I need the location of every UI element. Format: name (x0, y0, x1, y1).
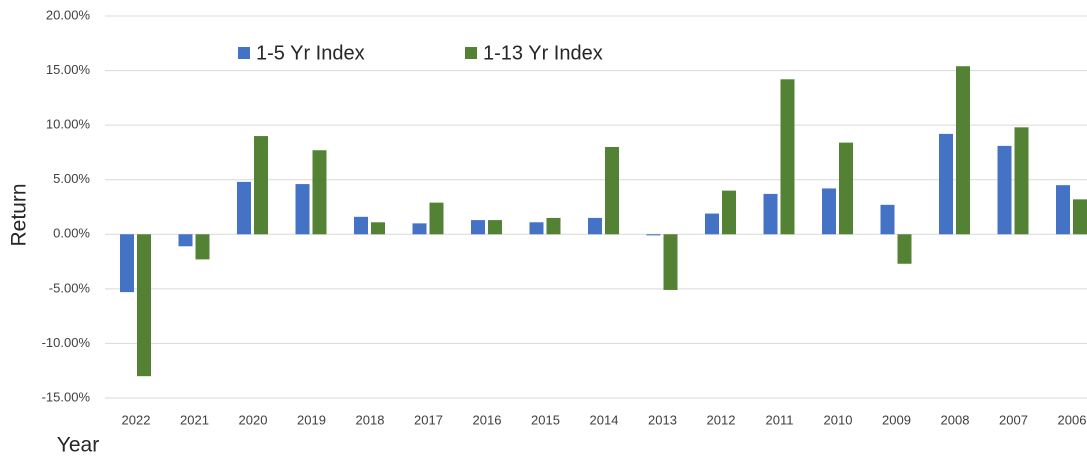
bar (939, 133, 953, 235)
x-tick-label: 2017 (414, 412, 443, 427)
legend-label: 1-5 Yr Index (256, 42, 365, 64)
bar (178, 234, 193, 247)
bar (237, 181, 251, 235)
legend-label: 1-13 Yr Index (483, 42, 603, 64)
x-tick-label: 2008 (941, 412, 970, 427)
bar (763, 193, 778, 235)
legend-swatch (238, 47, 250, 59)
x-tick-label: 2006 (1058, 412, 1087, 427)
x-tick-label: 2021 (180, 412, 209, 427)
y-tick-label: 20.00% (46, 7, 91, 22)
y-axis-title: Return (8, 183, 31, 246)
bar (412, 223, 427, 235)
bar (1014, 127, 1029, 235)
bar (822, 188, 836, 235)
bar (195, 234, 210, 260)
x-tick-label: 2019 (297, 412, 326, 427)
x-tick-label: 2007 (999, 412, 1028, 427)
bar (588, 217, 602, 235)
bar (956, 66, 970, 235)
x-tick-label: 2015 (531, 412, 560, 427)
y-tick-label: 5.00% (53, 171, 90, 186)
x-tick-label: 2016 (473, 412, 502, 427)
bar (780, 79, 795, 235)
bar (254, 136, 268, 235)
bar (897, 234, 912, 264)
y-tick-label: -10.00% (42, 335, 91, 350)
bar (137, 234, 151, 377)
bar (471, 220, 485, 235)
y-tick-label: 10.00% (46, 117, 91, 132)
bar (997, 145, 1012, 235)
bar (295, 184, 310, 235)
x-axis-title: Year (57, 434, 99, 456)
bar (546, 217, 561, 235)
bar (880, 204, 895, 235)
bar (605, 146, 619, 235)
bar (529, 222, 544, 235)
bar (646, 234, 661, 236)
bar (705, 213, 719, 235)
legend-swatch (465, 47, 477, 59)
bar (120, 234, 134, 293)
bar (371, 222, 385, 235)
x-tick-label: 2010 (824, 412, 853, 427)
bar (488, 220, 502, 235)
bar (663, 234, 678, 290)
bar (312, 150, 327, 235)
x-tick-label: 2018 (356, 412, 385, 427)
x-tick-label: 2014 (590, 412, 619, 427)
x-tick-label: 2012 (707, 412, 736, 427)
x-tick-label: 2013 (648, 412, 677, 427)
bar (1056, 185, 1070, 235)
y-tick-label: 0.00% (53, 226, 90, 241)
y-tick-label: 15.00% (46, 62, 91, 77)
y-tick-label: -15.00% (42, 389, 91, 404)
y-tick-label: -5.00% (49, 280, 91, 295)
bar (722, 190, 736, 235)
x-tick-label: 2020 (239, 412, 268, 427)
bar (1073, 199, 1087, 235)
x-tick-label: 2011 (766, 412, 794, 427)
x-tick-label: 2009 (882, 412, 911, 427)
x-tick-label: 2022 (122, 412, 151, 427)
bar (354, 216, 368, 235)
bar (839, 142, 853, 235)
bar (429, 202, 444, 235)
